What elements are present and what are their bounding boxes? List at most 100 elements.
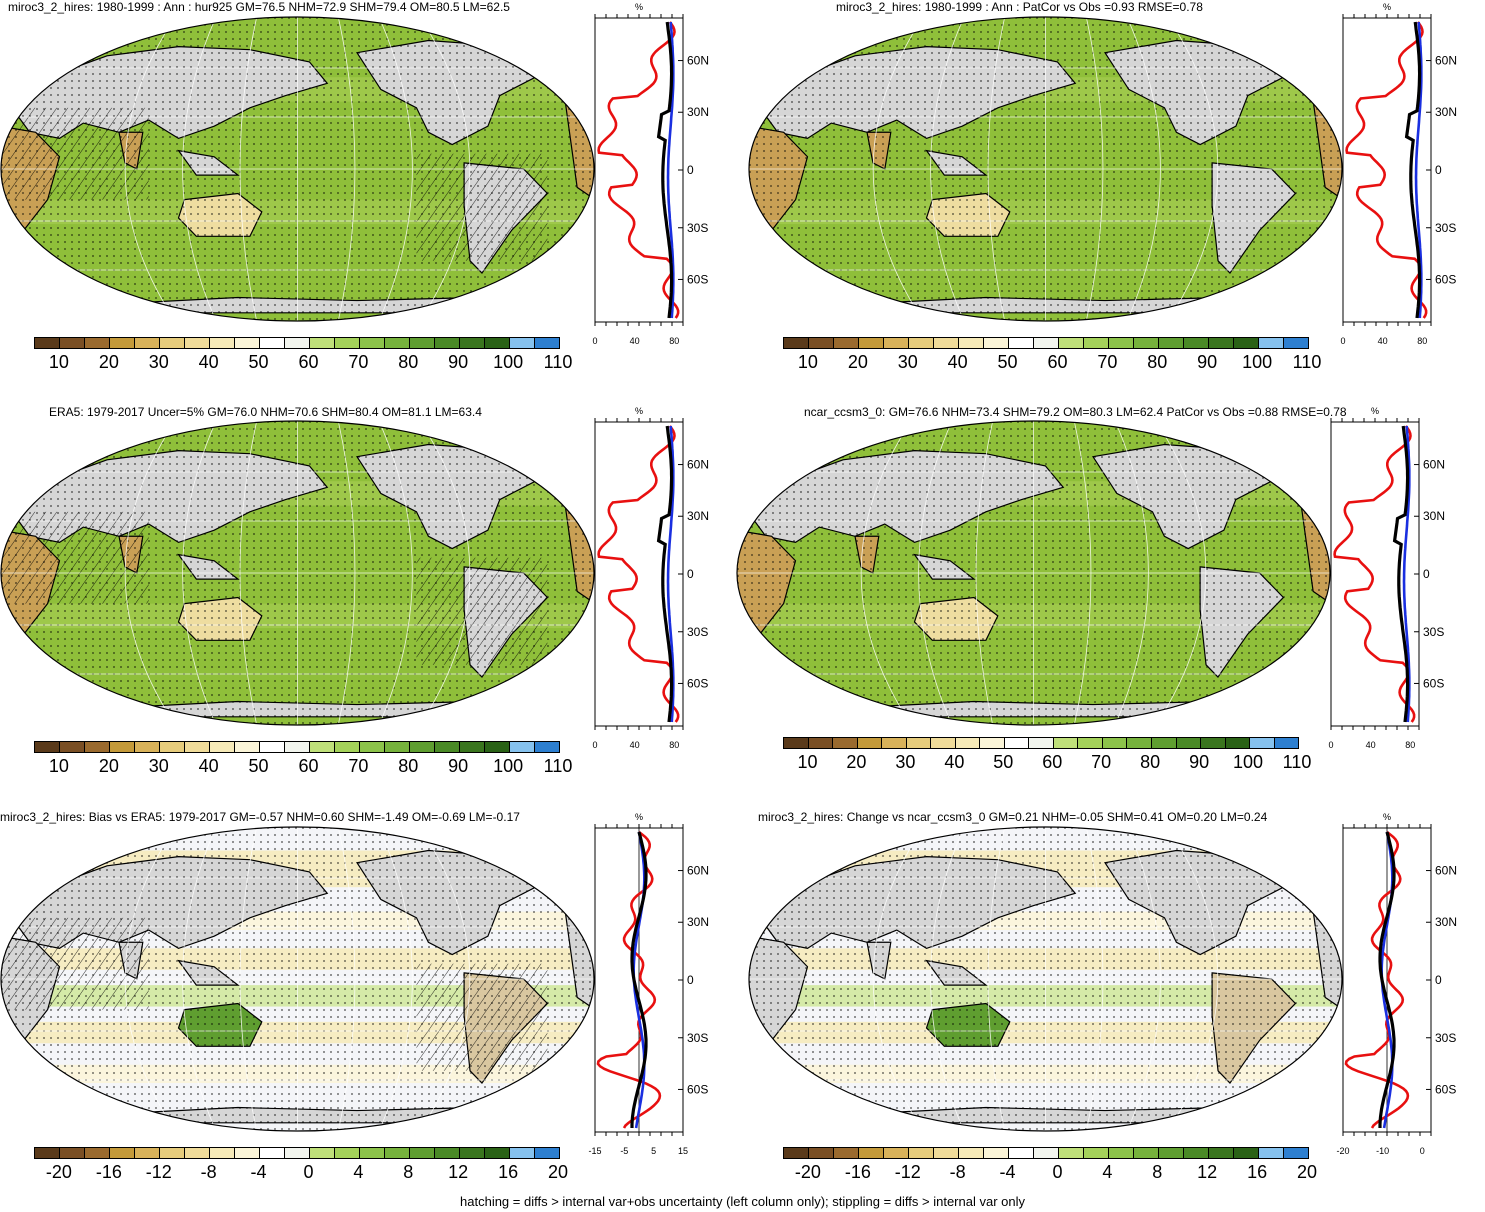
profile-lat-label: 30S — [687, 1031, 708, 1045]
zonal-profile: % 60N 30N 0 30S 60S -20 -10 0 — [1336, 810, 1457, 1160]
colorbar-swatch — [335, 338, 360, 348]
colorbar-tick-label: 20 — [847, 352, 868, 372]
profile-lat-label: 60S — [687, 272, 708, 286]
colorbar-swatch — [1159, 338, 1184, 348]
graticule — [749, 17, 1342, 321]
colorbar-swatch — [360, 742, 385, 752]
profile-line-red — [596, 830, 662, 1129]
colorbar-swatch — [1159, 1148, 1184, 1158]
colorbar-tick-label: -8 — [949, 1162, 966, 1182]
profile-x-label: 5 — [651, 1146, 656, 1156]
profile-x-label: 40 — [630, 740, 640, 750]
colorbar-swatch — [435, 742, 460, 752]
profile-x-label: 40 — [1378, 336, 1388, 346]
colorbar-swatch — [1078, 738, 1103, 748]
map-layer — [737, 421, 1330, 725]
map-plot — [736, 420, 1331, 726]
colorbar-tick-label: 50 — [997, 352, 1018, 372]
colorbar-tick-label: 20 — [1296, 1162, 1318, 1182]
profile-lat-label: 0 — [687, 163, 694, 177]
profile-line-black — [1378, 831, 1396, 1128]
map-plot — [0, 826, 595, 1132]
profile-x-label: 80 — [669, 336, 679, 346]
profile-line-blue — [666, 425, 675, 723]
colorbar-tick-label: 30 — [897, 352, 918, 372]
colorbar-swatch — [485, 1148, 510, 1158]
colorbar-swatch — [1274, 738, 1299, 748]
colorbar-swatch — [160, 1148, 185, 1158]
map-border — [736, 420, 1331, 726]
colorbar-swatch — [410, 742, 435, 752]
colorbar-swatch — [85, 338, 110, 348]
colorbar-swatch — [1134, 1148, 1159, 1158]
colorbar-tick-label: 90 — [1189, 752, 1210, 772]
panel-title: miroc3_2_hires: Change vs ncar_ccsm3_0 G… — [758, 810, 1268, 824]
profile-unit-label: % — [635, 2, 643, 12]
colorbar-swatch — [1259, 1148, 1284, 1158]
colorbar-swatch — [809, 1148, 834, 1158]
colorbar-swatch — [385, 742, 410, 752]
profile-x-label: -5 — [620, 1146, 628, 1156]
colorbar-swatch — [260, 742, 285, 752]
profile-unit-label: % — [635, 406, 643, 416]
map-plot — [748, 16, 1343, 322]
profile-x-label: 15 — [678, 1146, 688, 1156]
profile-lat-label: 60N — [687, 864, 709, 878]
colorbar-swatch — [460, 1148, 485, 1158]
continent-outline — [498, 27, 549, 57]
map-plot — [0, 16, 595, 322]
profile-unit-label: % — [1383, 2, 1391, 12]
colorbar-swatch — [410, 1148, 435, 1158]
colorbar-tick-label: 0 — [303, 1162, 314, 1182]
zonal-profile: % 60N 30N 0 30S 60S 0 40 80 — [1328, 404, 1445, 754]
profile-lat-label: 60N — [1435, 864, 1457, 878]
colorbar-tick-label: 30 — [148, 756, 169, 776]
colorbar — [783, 1147, 1309, 1159]
colorbar-labels: 10 20 30 40 50 60 70 80 90 100 110 — [34, 756, 572, 778]
profile-x-label: 40 — [1366, 740, 1376, 750]
profile-x-label: -20 — [1336, 1146, 1349, 1156]
colorbar-tick-label: 16 — [498, 1162, 519, 1182]
colorbar-tick-label: -4 — [999, 1162, 1016, 1182]
colorbar-tick-label: 16 — [1247, 1162, 1268, 1182]
colorbar-swatch — [1059, 1148, 1084, 1158]
colorbar-swatch — [884, 338, 909, 348]
profile-lat-label: 30N — [687, 509, 709, 523]
colorbar-swatch — [1201, 738, 1226, 748]
colorbar-swatch — [1209, 338, 1234, 348]
colorbar-swatch — [784, 338, 809, 348]
profile-lat-label: 30N — [1435, 915, 1457, 929]
profile-x-label: 80 — [1405, 740, 1415, 750]
graticule — [749, 827, 1342, 1131]
colorbar-swatch — [1234, 1148, 1259, 1158]
profile-lat-label: 60S — [1435, 1082, 1456, 1096]
colorbar-swatch — [285, 742, 310, 752]
map-border — [748, 16, 1343, 322]
colorbar-swatch — [1029, 738, 1054, 748]
colorbar-swatch — [60, 1148, 85, 1158]
colorbar-swatch — [808, 738, 834, 748]
profile-x-label: 0 — [1328, 740, 1333, 750]
profile-unit-label: % — [1371, 406, 1379, 416]
colorbar-tick-label: -16 — [844, 1162, 871, 1182]
hatching — [416, 557, 548, 665]
colorbar-swatch — [1084, 338, 1109, 348]
colorbar-swatch — [1176, 738, 1202, 748]
colorbar-swatch — [535, 338, 559, 348]
colorbar-tick-label: 20 — [98, 756, 119, 776]
profile-x-label: -15 — [588, 1146, 601, 1156]
profile-lat-label: 60N — [687, 458, 709, 472]
profile-x-label: 0 — [592, 740, 597, 750]
colorbar-swatch — [934, 1148, 959, 1158]
colorbar — [34, 741, 560, 753]
colorbar — [34, 1147, 560, 1159]
colorbar-swatch — [535, 742, 559, 752]
colorbar-swatch — [435, 1148, 460, 1158]
colorbar-swatch — [1109, 1148, 1134, 1158]
colorbar-tick-label: 70 — [1091, 752, 1112, 772]
colorbar-swatch — [360, 338, 385, 348]
hatching — [1, 917, 149, 1010]
colorbar-swatch — [385, 338, 410, 348]
hatching — [416, 153, 548, 261]
colorbar-swatch — [1004, 738, 1030, 748]
